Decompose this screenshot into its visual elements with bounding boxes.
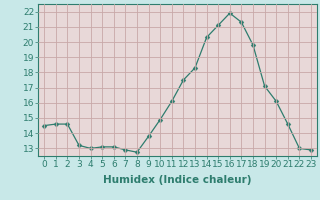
X-axis label: Humidex (Indice chaleur): Humidex (Indice chaleur) [103,175,252,185]
